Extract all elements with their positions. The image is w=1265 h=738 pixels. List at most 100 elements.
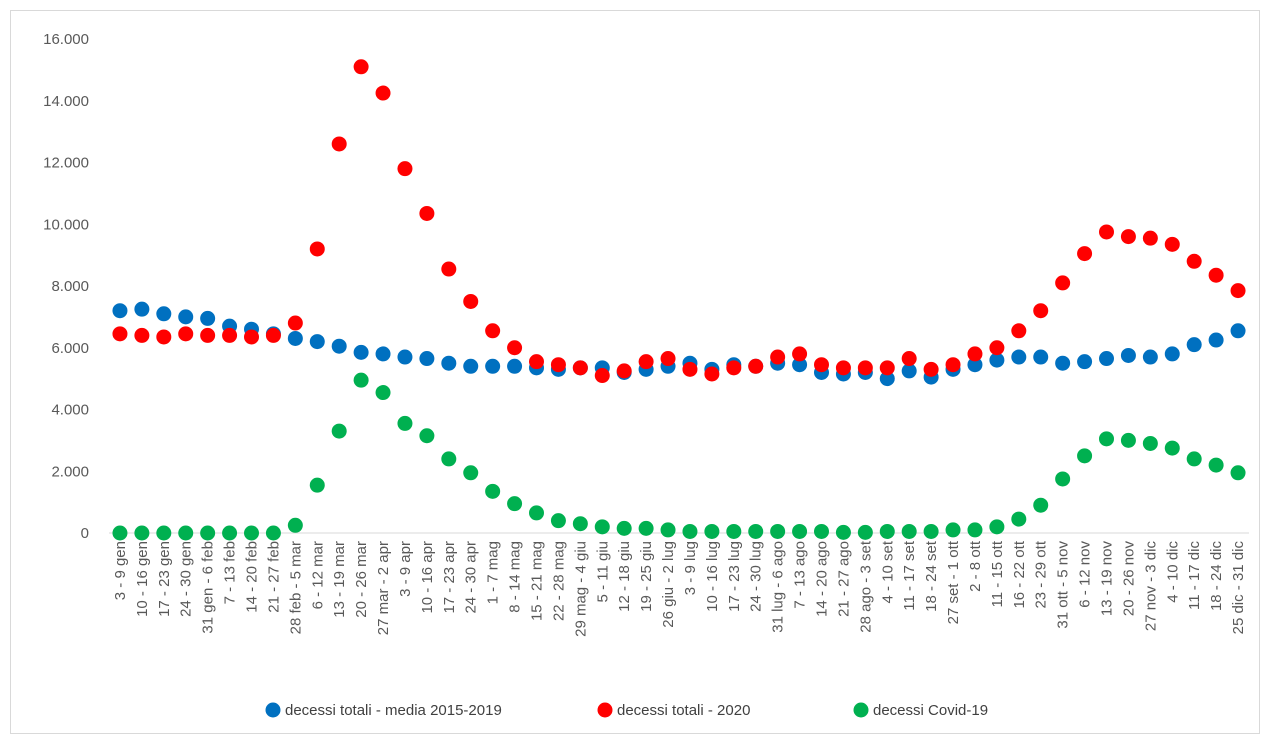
data-point xyxy=(375,85,391,101)
data-point xyxy=(879,371,895,387)
x-tick-label: 12 - 18 giu xyxy=(616,541,633,612)
data-point xyxy=(879,360,895,376)
data-point xyxy=(287,330,303,346)
data-point xyxy=(967,346,983,362)
data-point xyxy=(200,525,216,541)
data-point xyxy=(1142,435,1158,451)
data-point xyxy=(1164,346,1180,362)
x-tick-label: 24 - 30 apr xyxy=(463,541,480,614)
x-tick-label: 4 - 10 set xyxy=(879,540,896,603)
data-point xyxy=(879,523,895,539)
data-point xyxy=(770,523,786,539)
x-tick-label: 21 - 27 feb xyxy=(265,541,282,613)
data-point xyxy=(901,523,917,539)
data-point xyxy=(529,505,544,521)
x-tick-label: 28 ago - 3 set xyxy=(857,540,874,633)
data-point xyxy=(1164,440,1180,456)
data-point xyxy=(463,465,479,481)
legend-marker xyxy=(265,702,281,718)
data-point xyxy=(1033,303,1049,319)
data-point xyxy=(945,522,961,538)
data-point xyxy=(485,358,501,374)
data-point xyxy=(616,363,632,379)
data-point xyxy=(594,519,610,535)
data-point xyxy=(660,351,676,367)
data-point xyxy=(1011,349,1027,365)
y-tick-label: 16.000 xyxy=(43,31,89,48)
x-tick-label: 3 - 9 apr xyxy=(397,541,414,597)
x-tick-label: 18 - 24 set xyxy=(923,540,940,612)
data-point xyxy=(112,525,128,541)
data-point xyxy=(441,261,457,277)
data-point xyxy=(1055,471,1071,487)
data-point xyxy=(244,525,259,541)
data-point xyxy=(792,523,808,539)
data-point xyxy=(835,524,851,540)
data-point xyxy=(178,525,194,541)
legend-item: decessi totali - 2020 xyxy=(597,702,750,719)
data-point xyxy=(419,351,435,367)
x-tick-label: 10 - 16 apr xyxy=(419,541,436,614)
data-point xyxy=(309,477,325,493)
data-point xyxy=(353,372,369,388)
y-tick-label: 4.000 xyxy=(51,402,89,419)
data-point xyxy=(814,357,829,373)
x-tick-label: 14 - 20 feb xyxy=(244,541,261,613)
legend-label: decessi totali - media 2015-2019 xyxy=(285,702,502,719)
data-point xyxy=(265,525,281,541)
data-point xyxy=(353,59,369,75)
x-tick-label: 19 - 25 giu xyxy=(638,541,655,612)
x-tick-label: 20 - 26 mar xyxy=(353,541,370,618)
data-point xyxy=(112,303,128,319)
data-point xyxy=(375,346,391,362)
data-point xyxy=(112,326,128,342)
data-point xyxy=(156,306,172,322)
data-point xyxy=(1186,253,1202,269)
x-tick-label: 16 - 22 ott xyxy=(1011,540,1028,608)
data-point xyxy=(1099,224,1114,240)
y-tick-label: 10.000 xyxy=(43,216,89,233)
y-tick-label: 8.000 xyxy=(51,278,89,295)
scatter-chart: 0 2.000 4.000 6.000 8.000 10.000 12.000 14.000 1… xyxy=(43,31,1249,719)
data-point xyxy=(989,352,1005,368)
data-point xyxy=(923,523,939,539)
x-tick-label: 8 - 14 mag xyxy=(507,541,524,613)
x-axis-tick-labels: 3 - 9 gen 10 - 16 gen 17 - 23 gen 24 - 30 g… xyxy=(112,540,1247,637)
data-point xyxy=(792,357,808,373)
x-tick-label: 13 - 19 nov xyxy=(1099,541,1116,617)
data-point xyxy=(507,340,523,356)
x-tick-label: 23 - 29 ott xyxy=(1033,540,1050,608)
data-point xyxy=(1077,246,1093,262)
data-point xyxy=(923,361,939,377)
x-tick-label: 28 feb - 5 mar xyxy=(287,541,304,634)
data-point xyxy=(1230,283,1246,299)
x-tick-label: 17 - 23 apr xyxy=(441,541,458,614)
data-point xyxy=(594,368,610,384)
x-tick-label: 3 - 9 gen xyxy=(112,541,129,600)
data-point xyxy=(222,525,238,541)
data-point xyxy=(200,310,216,326)
x-tick-label: 27 set - 1 ott xyxy=(945,540,962,624)
data-point xyxy=(309,334,325,350)
x-tick-label: 31 lug - 6 ago xyxy=(770,541,787,633)
x-tick-label: 5 - 11 giu xyxy=(594,541,611,602)
legend-item: decessi Covid-19 xyxy=(853,702,988,719)
x-tick-label: 2 - 8 ott xyxy=(967,540,984,592)
data-point xyxy=(397,349,413,365)
data-point xyxy=(1208,267,1224,283)
data-point xyxy=(265,327,281,343)
data-point xyxy=(1099,351,1114,367)
data-point xyxy=(814,523,829,539)
x-tick-label: 27 nov - 3 dic xyxy=(1142,541,1159,632)
x-tick-label: 13 - 19 mar xyxy=(331,541,348,618)
data-point xyxy=(1077,448,1093,464)
data-point xyxy=(726,360,742,376)
data-point xyxy=(287,315,303,331)
x-tick-label: 22 - 28 mag xyxy=(550,541,567,621)
data-point xyxy=(572,516,588,532)
data-point xyxy=(572,360,588,376)
x-tick-label: 4 - 10 dic xyxy=(1164,541,1181,603)
data-point xyxy=(901,351,917,367)
x-tick-label: 26 giu - 2 lug xyxy=(660,541,677,628)
data-point xyxy=(309,241,325,257)
